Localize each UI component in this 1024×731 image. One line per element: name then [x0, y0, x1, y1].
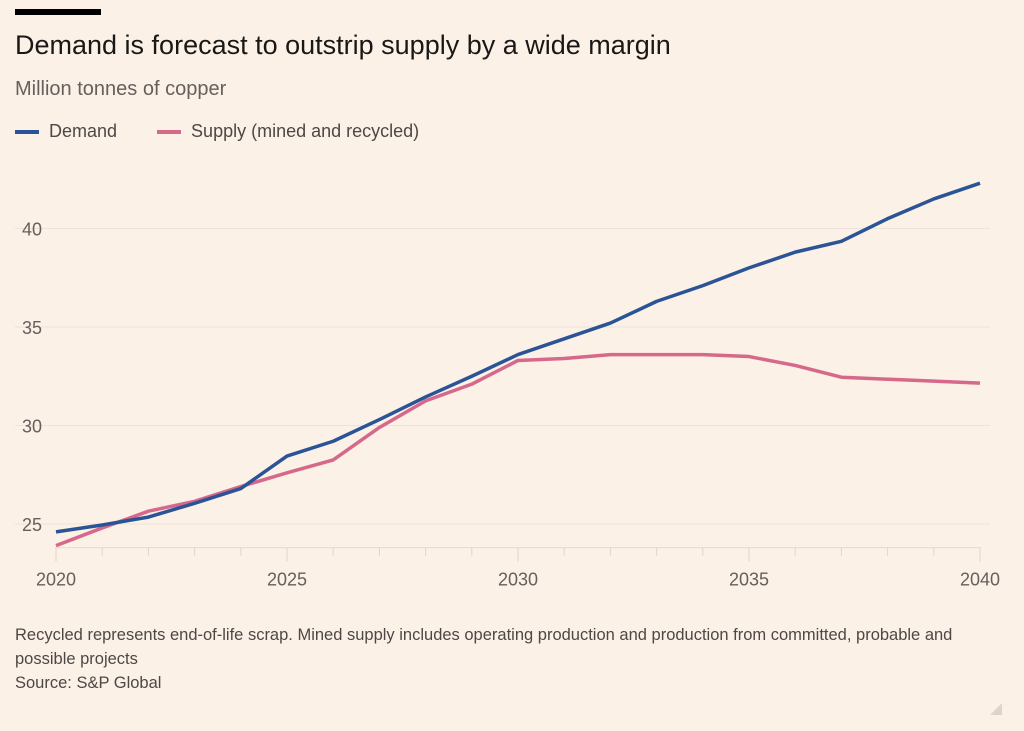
- brand-bar: [15, 9, 101, 15]
- legend-item-demand: Demand: [15, 121, 117, 142]
- source-text: Source: S&P Global: [15, 674, 162, 692]
- x-tick-label: 2020: [36, 570, 76, 590]
- legend-swatch-demand: [15, 129, 39, 134]
- y-tick-label: 25: [22, 515, 42, 535]
- series-line-supply: [55, 352, 981, 548]
- legend-label-supply: Supply (mined and recycled): [191, 121, 420, 141]
- chart-subtitle: Million tonnes of copper: [15, 78, 227, 100]
- x-tick-label: 2035: [729, 570, 769, 590]
- footnote-text: Recycled represents end-of-life scrap. M…: [15, 626, 953, 668]
- y-tick-label: 35: [22, 318, 42, 338]
- legend-label-demand: Demand: [49, 121, 118, 141]
- x-tick-label: 2040: [960, 570, 1000, 590]
- chart-title: Demand is forecast to outstrip supply by…: [15, 30, 671, 60]
- series-line-demand: [55, 181, 981, 534]
- x-tick-label: 2025: [267, 570, 307, 590]
- legend-swatch-supply: [157, 129, 182, 134]
- legend: Demand Supply (mined and recycled): [15, 121, 419, 142]
- y-tick-label: 40: [22, 220, 42, 240]
- x-tick-label: 2030: [498, 570, 538, 590]
- y-tick-label: 30: [22, 417, 42, 437]
- legend-item-supply: Supply (mined and recycled): [157, 121, 419, 142]
- footnote: Recycled represents end-of-life scrap. M…: [15, 623, 975, 695]
- resize-handle-icon: [990, 703, 1002, 715]
